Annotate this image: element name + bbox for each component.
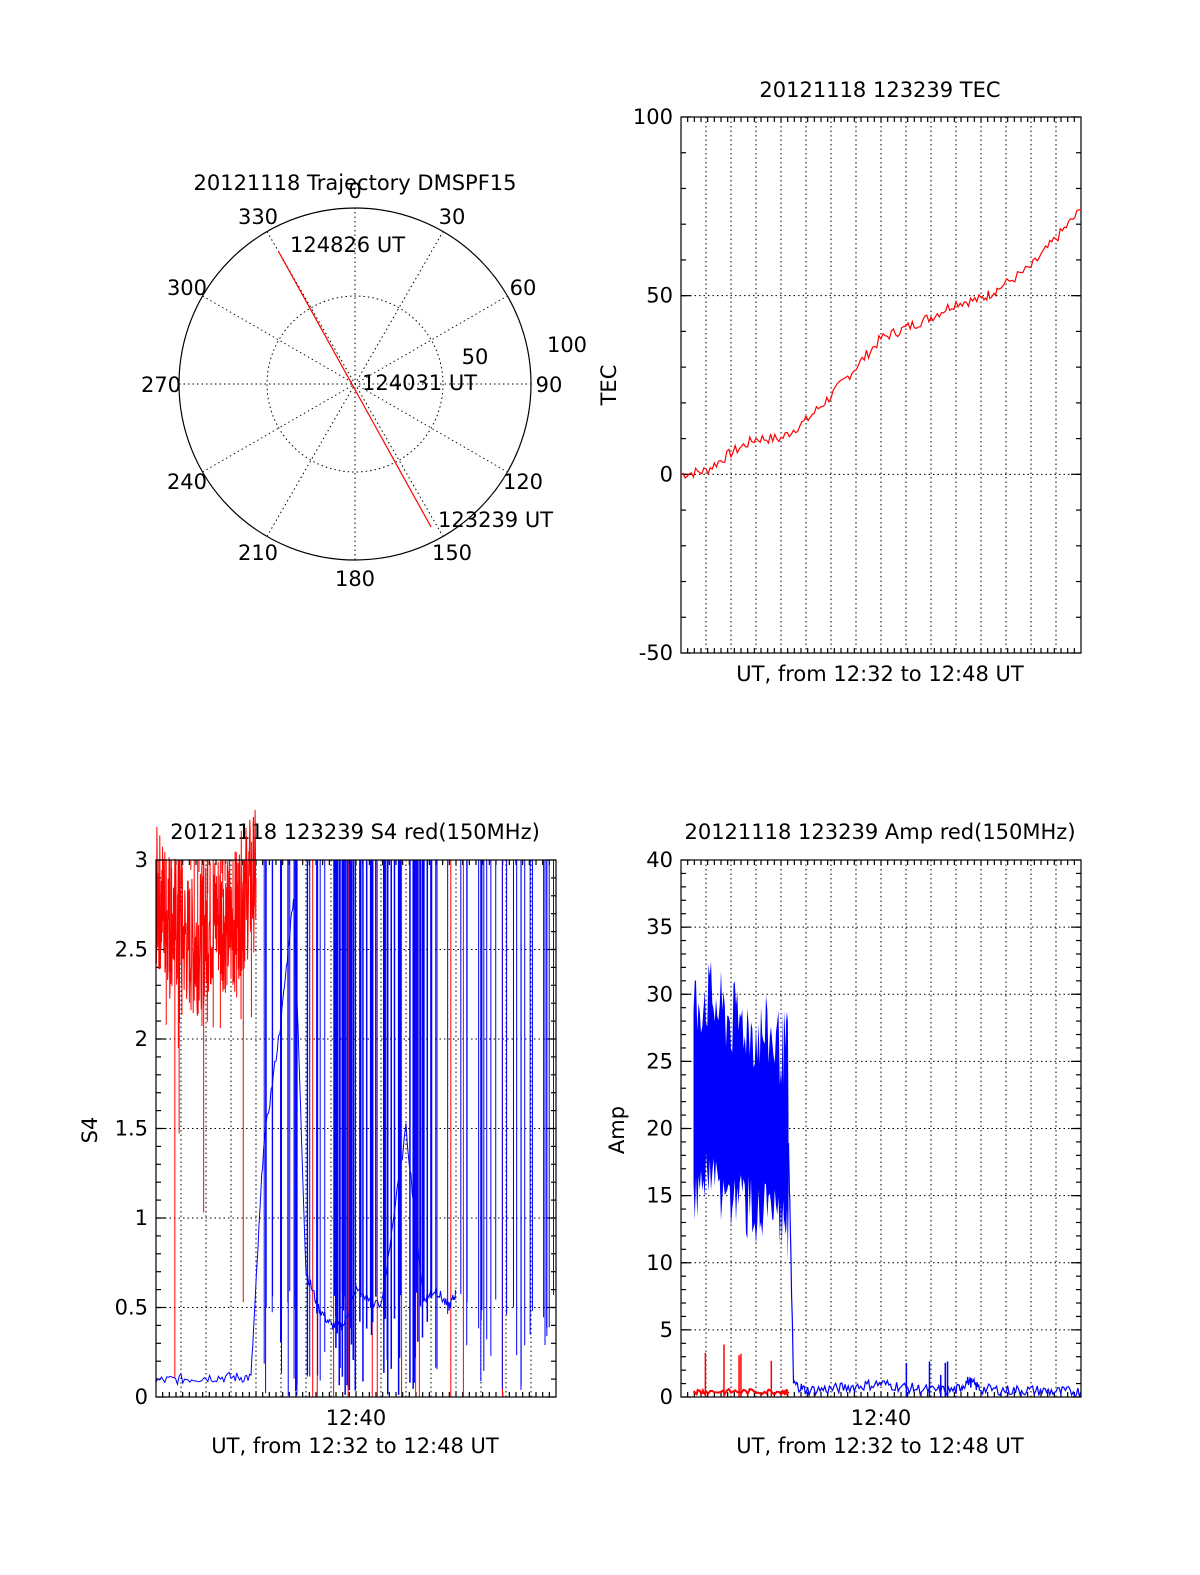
amp-y-tick-label: 0 [660,1385,673,1409]
polar-spoke [266,231,444,537]
s4-y-tick-labels: 0 0.5 1 1.5 2 2.5 3 [115,848,148,1409]
polar-radial-label-100: 100 [547,333,587,357]
s4-y-tick-label: 0.5 [115,1296,148,1320]
s4-red-spikes [156,860,503,1397]
s4-axes-frame [155,859,557,1398]
tec-axes-frame [680,116,1082,654]
tec-y-tick-label: 0 [660,462,673,486]
amp-blue-series-line [787,1142,1082,1398]
tec-grid [681,117,1081,653]
tec-y-tick-label: 100 [633,105,673,129]
s4-y-tick-label: 2 [135,1027,148,1051]
polar-angle-label: 300 [167,276,207,300]
amp-y-tick-label: 10 [646,1251,673,1275]
tec-title: 20121118 123239 TEC [759,78,1000,102]
s4-y-tick-label: 1.5 [115,1117,148,1141]
amp-ylabel: Amp [605,1106,629,1154]
amp-y-tick-label: 40 [646,848,673,872]
trajectory-mid-label: 124031 UT [362,371,477,395]
s4-red-series-line [155,809,257,1016]
trajectory-end-label: 124826 UT [290,233,405,257]
s4-blue-series-line [155,898,457,1387]
amp-grid [681,860,1081,1397]
amp-red-series-line [692,1387,790,1396]
amp-axes-frame [680,859,1082,1398]
polar-title: 20121118 Trajectory DMSPF15 [193,171,516,195]
amp-y-tick-label: 30 [646,982,673,1006]
polar-angle-label: 210 [238,541,278,565]
polar-inner-circle [266,295,444,473]
polar-angle-label: 120 [503,470,543,494]
polar-angle-labels: 0 30 60 90 120 150 180 210 240 270 300 330 [141,179,562,591]
polar-radial-label-50: 50 [462,345,489,369]
polar-angle-label: 330 [238,205,278,229]
tec-xlabel: UT, from 12:32 to 12:48 UT [736,662,1024,686]
trajectory-line [277,251,432,528]
amp-panel: 20121118 123239 Amp red(150MHz) 0 5 10 15 20… [605,820,1082,1458]
s4-y-tick-label: 1 [135,1206,148,1230]
s4-y-tick-label: 0 [135,1385,148,1409]
tec-series-line [680,209,1081,479]
polar-angle-label: 60 [510,276,537,300]
s4-ylabel: S4 [78,1117,102,1144]
s4-y-tick-label: 3 [135,848,148,872]
polar-angle-label: 240 [167,470,207,494]
tec-y-tick-label: -50 [639,641,673,665]
amp-title: 20121118 123239 Amp red(150MHz) [684,820,1075,844]
amp-y-tick-label: 20 [646,1117,673,1141]
s4-x-tick-label: 12:40 [326,1406,387,1430]
s4-y-tick-label: 2.5 [115,938,148,962]
amp-blue-noise-band [693,961,789,1261]
s4-xlabel: UT, from 12:32 to 12:48 UT [211,1434,499,1458]
s4-blue-spikes [263,860,555,1396]
polar-angle-label: 180 [335,567,375,591]
amp-y-tick-label: 15 [646,1184,673,1208]
amp-y-tick-label: 5 [660,1318,673,1342]
polar-angle-label: 90 [536,373,563,397]
polar-angle-label: 0 [348,179,361,203]
polar-grid [179,208,531,560]
amp-y-tick-label: 35 [646,915,673,939]
s4-panel: 20121118 123239 S4 red(150MHz) 0 0.5 1 1.5 2… [78,809,557,1458]
polar-panel: 20121118 Trajectory DMSPF15 0 30 60 90 120 15… [141,171,587,591]
amp-y-tick-label: 25 [646,1049,673,1073]
polar-angle-label: 30 [439,205,466,229]
amp-x-tick-label: 12:40 [851,1406,912,1430]
s4-grid [156,860,556,1397]
tec-y-tick-labels: -50 0 50 100 [633,105,673,665]
polar-angle-label: 150 [432,541,472,565]
s4-title: 20121118 123239 S4 red(150MHz) [170,820,540,844]
polar-angle-label: 270 [141,373,181,397]
tec-panel: 20121118 123239 TEC -50 0 50 100 TEC UT, fr… [597,78,1082,686]
tec-ylabel: TEC [597,365,621,407]
trajectory-start-label: 123239 UT [438,508,553,532]
tec-y-tick-label: 50 [646,284,673,308]
polar-outer-circle [178,207,532,561]
amp-y-tick-labels: 0 5 10 15 20 25 30 35 40 [646,848,673,1409]
amp-xlabel: UT, from 12:32 to 12:48 UT [736,1434,1024,1458]
